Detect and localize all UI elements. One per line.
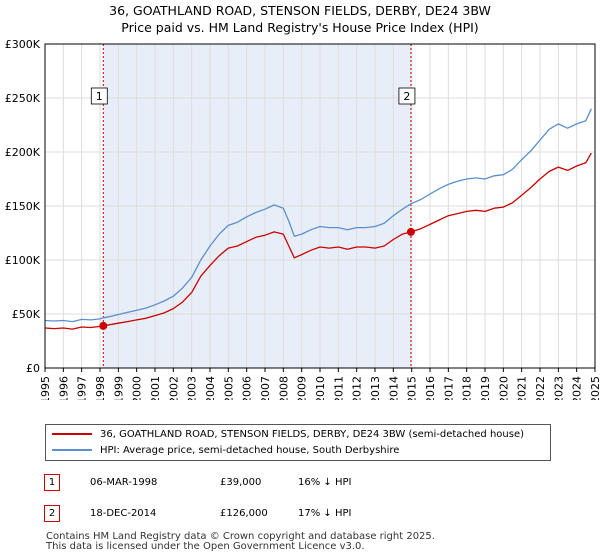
x-tick-label: 2000 bbox=[131, 376, 144, 400]
legend-line-hpi bbox=[52, 449, 92, 451]
sale-date-2: 18-DEC-2014 bbox=[90, 508, 157, 519]
x-tick-label: 2004 bbox=[204, 376, 217, 400]
x-tick-label: 2011 bbox=[332, 376, 345, 400]
x-tick-label: 2008 bbox=[277, 376, 290, 400]
legend-item-property: 36, GOATHLAND ROAD, STENSON FIELDS, DERB… bbox=[52, 427, 524, 443]
annotation-box-2 bbox=[398, 87, 416, 105]
sale-marker-1: 1 bbox=[44, 474, 60, 491]
title-line-1: 36, GOATHLAND ROAD, STENSON FIELDS, DERB… bbox=[109, 3, 491, 18]
hpi-series-line bbox=[44, 108, 592, 323]
sale-point-1 bbox=[99, 321, 108, 330]
x-tick-label: 2002 bbox=[167, 376, 180, 400]
x-tick-label: 2018 bbox=[461, 376, 474, 400]
y-tick-label: £300K bbox=[5, 38, 41, 51]
x-tick-label: 2025 bbox=[589, 376, 600, 400]
x-tick-label: 2005 bbox=[222, 376, 235, 400]
x-tick-label: 2020 bbox=[497, 376, 510, 400]
x-tick-label: 2003 bbox=[186, 376, 199, 400]
x-tick-label: 2014 bbox=[387, 376, 400, 400]
y-tick-label: £150K bbox=[5, 200, 41, 213]
legend-item-hpi: HPI: Average price, semi-detached house,… bbox=[52, 443, 399, 459]
x-tick-label: 2009 bbox=[296, 376, 309, 400]
sale-marker-2: 2 bbox=[44, 505, 60, 522]
sale-price-1: £39,000 bbox=[220, 477, 262, 488]
y-tick-label: £50K bbox=[12, 308, 41, 321]
legend-label-property: 36, GOATHLAND ROAD, STENSON FIELDS, DERB… bbox=[100, 429, 525, 440]
y-tick-label: £0 bbox=[26, 362, 40, 375]
x-tick-label: 2024 bbox=[571, 376, 584, 400]
sale-date-1: 06-MAR-1998 bbox=[90, 477, 158, 488]
legend-label-hpi: HPI: Average price, semi-detached house,… bbox=[100, 445, 400, 456]
x-tick-label: 2007 bbox=[259, 376, 272, 400]
sale-hpi-1: 16% ↓ HPI bbox=[298, 477, 352, 488]
title-line-2: Price paid vs. HM Land Registry's House … bbox=[121, 20, 479, 35]
x-tick-label: 2016 bbox=[424, 376, 437, 400]
x-tick-label: 2001 bbox=[149, 376, 162, 400]
x-tick-label: 1996 bbox=[57, 376, 70, 400]
sale-price-2: £126,000 bbox=[220, 508, 268, 519]
x-tick-label: 2017 bbox=[442, 376, 455, 400]
plot-frame bbox=[44, 43, 596, 369]
x-tick-label: 2023 bbox=[552, 376, 565, 400]
x-tick-label: 2012 bbox=[351, 376, 364, 400]
chart-title: 36, GOATHLAND ROAD, STENSON FIELDS, DERB… bbox=[0, 2, 600, 36]
sale-point-2 bbox=[406, 227, 415, 236]
x-tick-label: 1997 bbox=[76, 376, 89, 400]
x-tick-label: 2006 bbox=[241, 376, 254, 400]
x-tick-label: 1995 bbox=[39, 376, 52, 400]
x-tick-label: 2021 bbox=[516, 376, 529, 400]
x-tick-label: 1998 bbox=[94, 376, 107, 400]
y-tick-label: £200K bbox=[5, 146, 41, 159]
annotation-label-2: 2 bbox=[403, 90, 410, 103]
price-chart: £0 £50K £100K £150K £200K £250K £300K 1995 1996 1… bbox=[5, 38, 600, 400]
y-tick-label: £100K bbox=[5, 254, 41, 267]
footer-copyright: Contains HM Land Registry data © Crown c… bbox=[46, 531, 435, 542]
x-tick-label: 1999 bbox=[112, 376, 125, 400]
annotation-box-1 bbox=[90, 87, 108, 105]
sale-hpi-2: 17% ↓ HPI bbox=[298, 508, 352, 519]
footer: Contains HM Land Registry data © Crown c… bbox=[46, 532, 435, 552]
property-series-line bbox=[44, 152, 592, 330]
legend: 36, GOATHLAND ROAD, STENSON FIELDS, DERB… bbox=[45, 424, 551, 461]
footer-licence: This data is licensed under the Open Gov… bbox=[46, 541, 365, 552]
x-tick-label: 2010 bbox=[314, 376, 327, 400]
legend-line-property bbox=[52, 433, 92, 435]
x-tick-label: 2015 bbox=[406, 376, 419, 400]
x-tick-label: 2013 bbox=[369, 376, 382, 400]
annotation-label-1: 1 bbox=[96, 90, 103, 103]
x-tick-label: 2019 bbox=[479, 376, 492, 400]
y-tick-label: £250K bbox=[5, 92, 41, 105]
x-tick-label: 2022 bbox=[534, 376, 547, 400]
